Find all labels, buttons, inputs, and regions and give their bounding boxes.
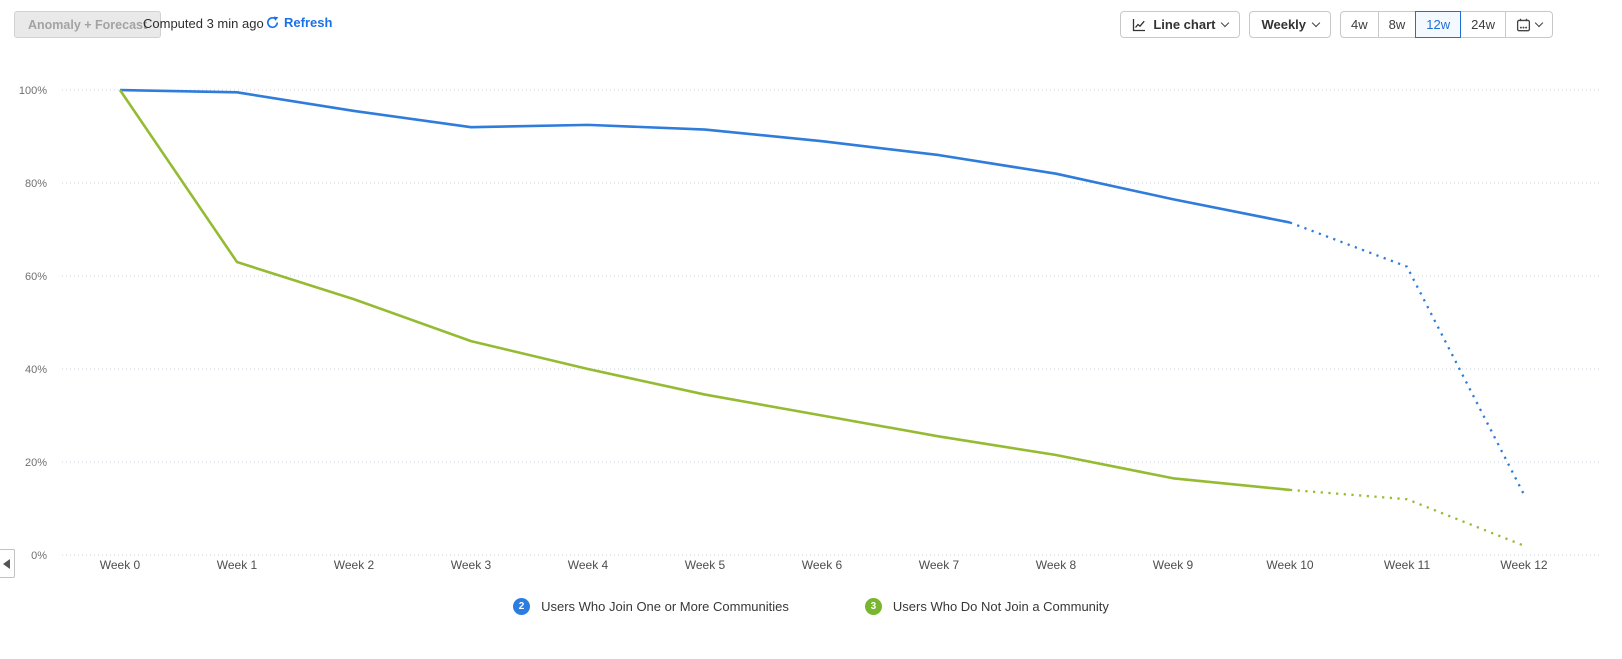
range-4w-button[interactable]: 4w bbox=[1340, 11, 1379, 38]
chart-type-dropdown[interactable]: Line chart bbox=[1120, 11, 1241, 38]
range-button-group: 4w 8w 12w 24w bbox=[1340, 11, 1553, 38]
y-axis-label: 20% bbox=[25, 457, 47, 469]
y-axis-label: 60% bbox=[25, 271, 47, 283]
chevron-down-icon bbox=[1221, 18, 1230, 28]
legend-label: Users Who Join One or More Communities bbox=[541, 599, 789, 614]
x-axis-label: Week 10 bbox=[1266, 558, 1313, 572]
interval-dropdown[interactable]: Weekly bbox=[1249, 11, 1332, 38]
range-12w-button[interactable]: 12w bbox=[1415, 11, 1462, 38]
series-badge: 3 bbox=[864, 598, 882, 615]
interval-label: Weekly bbox=[1261, 17, 1307, 32]
calendar-icon bbox=[1516, 18, 1531, 32]
series-forecast-line bbox=[1289, 488, 1525, 547]
range-24w-button[interactable]: 24w bbox=[1460, 11, 1506, 38]
x-axis-label: Week 0 bbox=[100, 558, 141, 572]
series-line bbox=[119, 88, 1291, 224]
computed-status-text: Computed 3 min ago bbox=[143, 16, 264, 31]
y-axis-label: 80% bbox=[25, 178, 47, 190]
y-axis-label: 40% bbox=[25, 364, 47, 376]
x-axis-label: Week 1 bbox=[217, 558, 258, 572]
series-line bbox=[118, 89, 1291, 492]
retention-line-chart: 100% 80% 60% 40% 20% 0% Week 0 Week 1 Week 2 Week… bbox=[19, 85, 1602, 572]
scroll-left-control[interactable] bbox=[0, 549, 15, 578]
x-axis-label: Week 2 bbox=[334, 558, 375, 572]
x-axis-label: Week 5 bbox=[685, 558, 726, 572]
refresh-label: Refresh bbox=[284, 15, 333, 30]
chevron-down-icon bbox=[1311, 18, 1321, 28]
x-axis-label: Week 8 bbox=[1036, 558, 1077, 572]
x-axis-label: Week 12 bbox=[1500, 558, 1547, 572]
chart-area: 100% 80% 60% 40% 20% 0% Week 0 Week 1 Week 2 Week… bbox=[0, 48, 1622, 593]
x-axis-label: Week 9 bbox=[1153, 558, 1194, 572]
legend-item-no-community[interactable]: 3 Users Who Do Not Join a Community bbox=[864, 598, 1109, 615]
x-axis-label: Week 6 bbox=[802, 558, 843, 572]
x-axis-label: Week 3 bbox=[451, 558, 492, 572]
chevron-down-icon bbox=[1534, 18, 1544, 28]
refresh-icon bbox=[266, 16, 279, 29]
legend: 2 Users Who Join One or More Communities… bbox=[0, 598, 1622, 615]
chevron-left-icon bbox=[3, 558, 10, 569]
series-forecast-line bbox=[1289, 221, 1526, 496]
custom-date-range-button[interactable] bbox=[1505, 11, 1553, 38]
y-axis-label: 100% bbox=[19, 85, 47, 97]
x-axis-label: Week 7 bbox=[919, 558, 960, 572]
chart-type-label: Line chart bbox=[1153, 17, 1216, 32]
refresh-link[interactable]: Refresh bbox=[266, 15, 332, 30]
anomaly-forecast-button[interactable]: Anomaly + Forecast bbox=[14, 11, 162, 38]
series-badge: 2 bbox=[513, 598, 531, 615]
line-chart-icon bbox=[1132, 18, 1146, 32]
legend-item-communities[interactable]: 2 Users Who Join One or More Communities bbox=[513, 598, 789, 615]
chart-controls: Line chart Weekly 4w 8w 12w 24w bbox=[1120, 11, 1553, 38]
toolbar: Anomaly + Forecast Computed 3 min ago Re… bbox=[0, 11, 1622, 39]
y-axis-label: 0% bbox=[31, 550, 47, 562]
x-axis-label: Week 11 bbox=[1384, 558, 1431, 572]
range-8w-button[interactable]: 8w bbox=[1377, 11, 1417, 38]
x-axis-label: Week 4 bbox=[568, 558, 609, 572]
legend-label: Users Who Do Not Join a Community bbox=[892, 599, 1109, 614]
